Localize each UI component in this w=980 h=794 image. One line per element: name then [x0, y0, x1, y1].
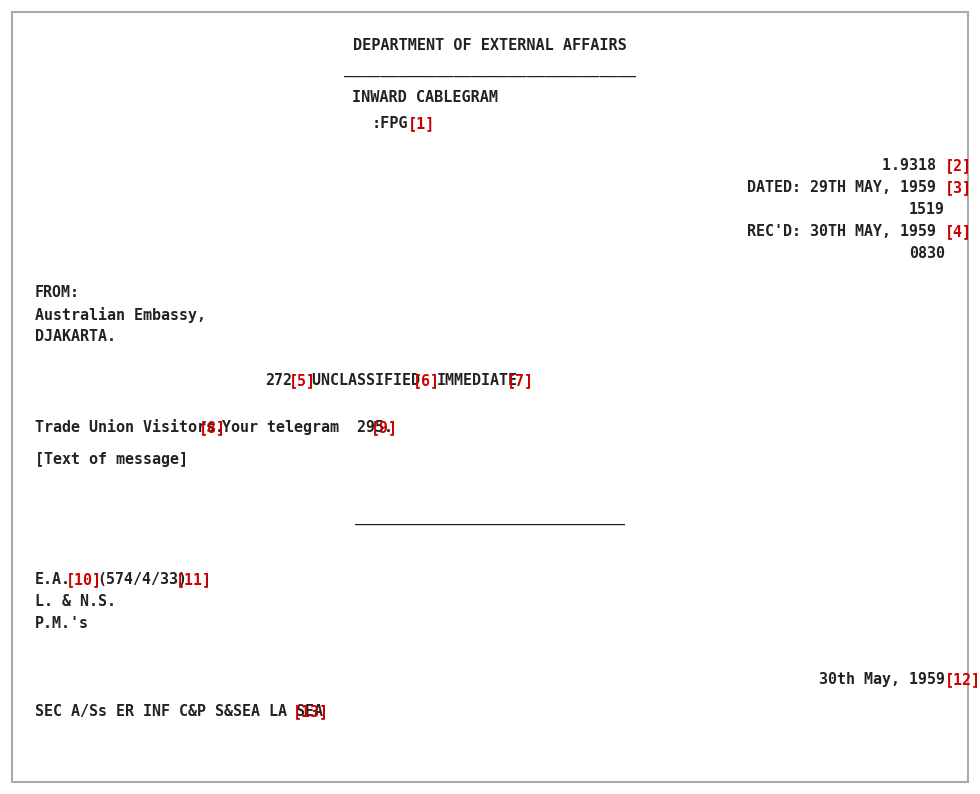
Text: (574/4/33): (574/4/33): [97, 572, 187, 587]
Text: FROM:: FROM:: [35, 285, 80, 300]
Text: REC'D: 30TH MAY, 1959: REC'D: 30TH MAY, 1959: [747, 224, 945, 239]
Text: :FPG: :FPG: [371, 116, 409, 131]
Text: [2]: [2]: [945, 158, 972, 173]
Text: 272: 272: [265, 373, 292, 388]
Text: 30th May, 1959: 30th May, 1959: [819, 672, 945, 687]
Text: ________________________________: ________________________________: [344, 62, 636, 77]
Text: [1]: [1]: [408, 116, 435, 131]
Text: [9]: [9]: [370, 420, 398, 435]
Text: [4]: [4]: [945, 224, 972, 239]
Text: SEC A/Ss ER INF C&P S&SEA LA SEA: SEC A/Ss ER INF C&P S&SEA LA SEA: [35, 704, 332, 719]
Text: DATED: 29TH MAY, 1959: DATED: 29TH MAY, 1959: [747, 180, 945, 195]
Text: DJAKARTA.: DJAKARTA.: [35, 329, 116, 344]
Text: [3]: [3]: [945, 180, 972, 195]
Text: 1519: 1519: [909, 202, 945, 217]
Text: [6]: [6]: [414, 373, 440, 388]
Text: UNCLASSIFIED: UNCLASSIFIED: [312, 373, 429, 388]
Text: IMMEDIATE: IMMEDIATE: [437, 373, 517, 388]
Text: Trade Union Visitors.: Trade Union Visitors.: [35, 420, 224, 435]
Text: L. & N.S.: L. & N.S.: [35, 594, 116, 609]
Text: E.A.: E.A.: [35, 572, 71, 587]
Text: [13]: [13]: [292, 704, 328, 719]
Text: [10]: [10]: [67, 572, 102, 587]
Text: Your telegram  295.: Your telegram 295.: [222, 420, 393, 435]
Text: 1.9318: 1.9318: [882, 158, 945, 173]
Text: [8]: [8]: [199, 420, 225, 435]
Text: Australian Embassy,: Australian Embassy,: [35, 307, 206, 323]
Text: P.M.'s: P.M.'s: [35, 616, 89, 631]
Text: DEPARTMENT OF EXTERNAL AFFAIRS: DEPARTMENT OF EXTERNAL AFFAIRS: [353, 38, 627, 53]
Text: [12]: [12]: [945, 672, 980, 687]
Text: [7]: [7]: [507, 373, 534, 388]
Text: [5]: [5]: [288, 373, 316, 388]
Text: ______________________________: ______________________________: [355, 510, 625, 525]
Text: [11]: [11]: [175, 572, 212, 587]
Text: [Text of message]: [Text of message]: [35, 452, 188, 467]
Text: 0830: 0830: [909, 246, 945, 261]
Text: INWARD CABLEGRAM: INWARD CABLEGRAM: [352, 90, 498, 105]
